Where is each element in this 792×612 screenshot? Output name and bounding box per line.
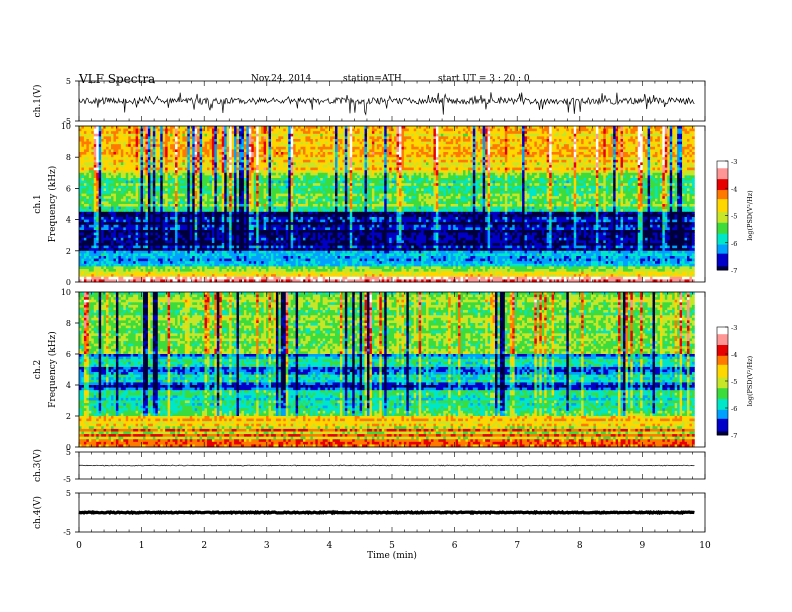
ch2-spectrogram-ytick-label: 8: [66, 319, 71, 328]
ch1-spectrogram-colorbar-tick-label: -6: [731, 240, 737, 248]
ch3-waveform-ytick-label: -5: [63, 475, 71, 484]
ch2-spectrogram-colorbar-label: log(PSD(V²/Hz): [746, 355, 754, 406]
ch2-spectrogram-colorbar-tick-label: -7: [731, 432, 737, 440]
x-tick-label: 10: [699, 541, 711, 551]
ch1-spectrogram-channel-label: ch.1: [33, 194, 43, 213]
ch2-spectrogram-ytick-label: 10: [61, 288, 71, 297]
ch1-spectrogram-ylabel: Frequency (kHz): [47, 166, 58, 243]
x-tick-label: 3: [264, 541, 270, 551]
ch1-spectrogram-ytick-label: 6: [66, 184, 71, 193]
ch2-spectrogram-colorbar: [717, 327, 728, 436]
ch2-spectrogram-colorbar-tick-label: -3: [731, 324, 737, 332]
ch1-spectrogram-image: [79, 126, 695, 283]
ch1-spectrogram-colorbar-tick-label: -7: [731, 267, 737, 275]
ch2-spectrogram-ytick-label: 4: [66, 381, 71, 390]
ch1-spectrogram-ytick-label: 2: [66, 247, 71, 256]
date-label: Nov.24, 2014: [251, 74, 311, 84]
ch2-spectrogram-ytick-label: 6: [66, 350, 71, 359]
ch1-waveform-ylabel: ch.1(V): [32, 85, 43, 118]
x-tick-label: 1: [139, 541, 145, 551]
start-time-label: start UT = 3 : 20 : 0: [438, 74, 530, 84]
ch2-spectrogram-colorbar-tick-label: -5: [731, 378, 737, 386]
ch4-waveform-trace: [78, 509, 695, 516]
ch2-spectrogram-ylabel: Frequency (kHz): [47, 331, 58, 408]
ch1-spectrogram-colorbar: [717, 161, 728, 271]
ch1-spectrogram-colorbar-tick-label: -4: [731, 185, 737, 193]
ch2-spectrogram-ytick-label: 2: [66, 412, 71, 421]
ch1-spectrogram-colorbar-tick-label: -3: [731, 158, 737, 166]
ch2-spectrogram-colorbar-tick-label: -4: [731, 351, 737, 359]
x-tick-label: 9: [640, 541, 646, 551]
ch1-waveform-ytick-label: 5: [66, 77, 71, 86]
ch4-waveform-ytick-label: 5: [66, 489, 71, 498]
ch1-waveform-ytick-label: -5: [63, 117, 71, 126]
ch1-spectrogram-ytick-label: 0: [66, 278, 71, 287]
ch4-waveform-ytick-label: -5: [63, 528, 71, 537]
ch1-spectrogram-ytick-label: 8: [66, 153, 71, 162]
ch2-spectrogram-channel-label: ch.2: [33, 360, 43, 379]
ch4-waveform-ylabel: ch.4(V): [32, 496, 43, 529]
x-tick-label: 6: [452, 541, 458, 551]
ch1-waveform-trace: [78, 92, 695, 116]
ch3-waveform-trace: [78, 464, 695, 467]
x-tick-label: 0: [76, 541, 82, 551]
ch1-spectrogram-ytick-label: 4: [66, 216, 71, 225]
ch1-spectrogram-ytick-label: 10: [61, 122, 71, 131]
ch1-spectrogram-colorbar-label: log(PSD(V²/Hz): [746, 190, 754, 241]
ch2-spectrogram-colorbar-tick-label: -6: [731, 405, 737, 413]
ch1-spectrogram-colorbar-tick-label: -5: [731, 213, 737, 221]
station-label: station=ATH: [343, 74, 402, 84]
x-tick-label: 2: [201, 541, 207, 551]
ch2-spectrogram-image: [79, 292, 695, 448]
x-tick-label: 4: [327, 541, 333, 551]
ch3-waveform-ytick-label: 5: [66, 448, 71, 457]
ch3-waveform-ylabel: ch.3(V): [32, 449, 43, 482]
x-tick-label: 7: [514, 541, 520, 551]
x-tick-label: 8: [577, 541, 583, 551]
x-axis-label: Time (min): [367, 550, 417, 561]
x-tick-label: 5: [389, 541, 395, 551]
chart-title: VLF Spectra: [79, 72, 155, 86]
ch2-spectrogram-ytick-label: 0: [66, 443, 71, 452]
